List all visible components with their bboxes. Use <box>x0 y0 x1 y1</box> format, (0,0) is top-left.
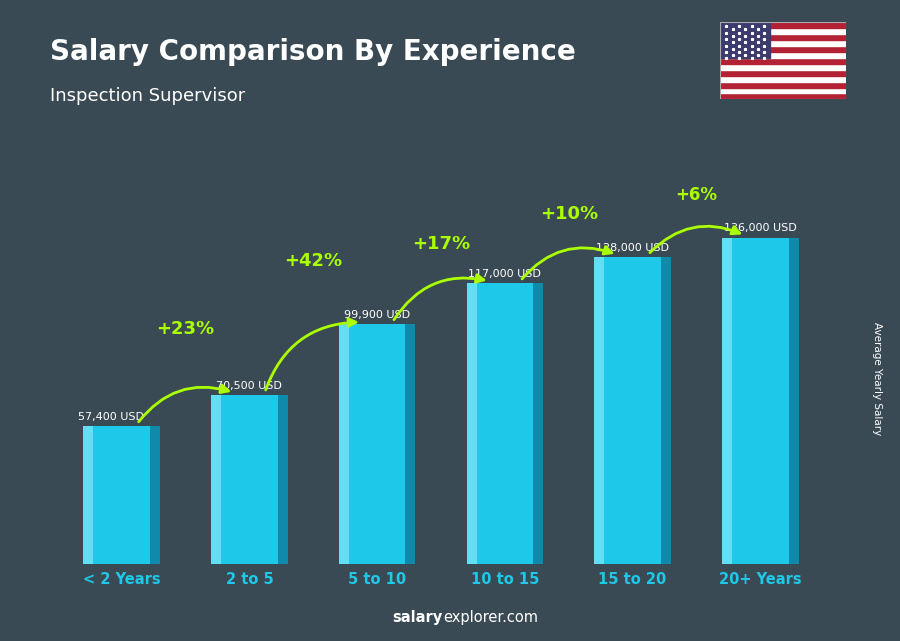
Bar <box>720 64 846 70</box>
Bar <box>661 257 670 564</box>
Bar <box>722 238 798 564</box>
Text: +10%: +10% <box>540 206 598 224</box>
Bar <box>533 283 544 564</box>
Text: 117,000 USD: 117,000 USD <box>468 269 541 279</box>
Bar <box>722 238 732 564</box>
Text: 57,400 USD: 57,400 USD <box>78 412 144 422</box>
FancyArrowPatch shape <box>266 319 356 390</box>
Bar <box>406 324 416 564</box>
Bar <box>594 257 604 564</box>
FancyArrowPatch shape <box>650 226 740 253</box>
Bar <box>720 22 770 58</box>
Bar <box>720 88 846 94</box>
Bar <box>720 46 846 52</box>
Bar <box>720 70 846 76</box>
Bar <box>466 283 544 564</box>
Bar <box>720 40 846 46</box>
Text: explorer.com: explorer.com <box>443 610 538 625</box>
Bar <box>84 426 94 564</box>
Bar <box>594 257 670 564</box>
Bar <box>720 81 846 88</box>
Text: +6%: +6% <box>676 187 717 204</box>
Bar <box>720 28 846 34</box>
Text: Inspection Supervisor: Inspection Supervisor <box>50 87 245 104</box>
Bar <box>466 283 476 564</box>
FancyArrowPatch shape <box>522 247 612 279</box>
Text: salary: salary <box>392 610 443 625</box>
Bar <box>788 238 798 564</box>
Text: +42%: +42% <box>284 253 342 271</box>
Bar <box>338 324 416 564</box>
Bar <box>338 324 349 564</box>
Text: 99,900 USD: 99,900 USD <box>344 310 410 320</box>
FancyArrowPatch shape <box>394 274 484 320</box>
Bar <box>720 34 846 40</box>
Bar <box>720 22 846 28</box>
Bar <box>720 76 846 81</box>
Bar <box>278 395 288 564</box>
Text: 70,500 USD: 70,500 USD <box>216 381 283 390</box>
Text: 128,000 USD: 128,000 USD <box>596 242 669 253</box>
Text: Average Yearly Salary: Average Yearly Salary <box>872 322 883 435</box>
Bar <box>150 426 160 564</box>
Bar <box>720 58 846 64</box>
Bar <box>720 52 846 58</box>
Bar <box>84 426 160 564</box>
Bar <box>212 395 221 564</box>
FancyArrowPatch shape <box>139 385 229 422</box>
Text: +17%: +17% <box>412 235 470 253</box>
Bar <box>212 395 288 564</box>
Bar <box>720 94 846 99</box>
Text: Salary Comparison By Experience: Salary Comparison By Experience <box>50 38 575 67</box>
Text: +23%: +23% <box>157 320 214 338</box>
Text: 136,000 USD: 136,000 USD <box>724 224 796 233</box>
